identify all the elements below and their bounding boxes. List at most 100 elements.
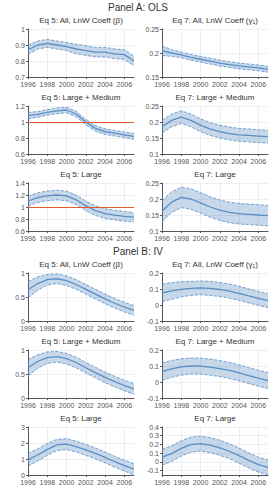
svg-text:Eq 5: Large + Medium: Eq 5: Large + Medium bbox=[42, 337, 121, 346]
svg-text:2006: 2006 bbox=[117, 479, 133, 486]
svg-text:1996: 1996 bbox=[154, 235, 170, 242]
svg-text:0.7: 0.7 bbox=[15, 74, 25, 81]
svg-text:0: 0 bbox=[21, 318, 25, 325]
svg-text:2004: 2004 bbox=[231, 81, 247, 88]
svg-text:1996: 1996 bbox=[20, 402, 36, 409]
svg-text:2006: 2006 bbox=[251, 81, 267, 88]
svg-text:2004: 2004 bbox=[231, 325, 247, 332]
svg-text:Eq 7: All, LnW Coeff (γ₁): Eq 7: All, LnW Coeff (γ₁) bbox=[172, 16, 258, 25]
svg-text:0.5: 0.5 bbox=[15, 294, 25, 301]
svg-text:2004: 2004 bbox=[231, 479, 247, 486]
svg-text:0: 0 bbox=[21, 472, 25, 479]
svg-text:2006: 2006 bbox=[251, 158, 267, 165]
svg-text:0.25: 0.25 bbox=[145, 103, 159, 110]
svg-text:2002: 2002 bbox=[212, 81, 228, 88]
svg-text:1996: 1996 bbox=[20, 325, 36, 332]
svg-text:0.9: 0.9 bbox=[15, 42, 25, 49]
svg-text:Eq 5: Large: Eq 5: Large bbox=[60, 414, 102, 423]
svg-text:0.1: 0.1 bbox=[149, 363, 159, 370]
svg-text:2002: 2002 bbox=[78, 402, 94, 409]
svg-text:0.2: 0.2 bbox=[149, 196, 159, 203]
svg-text:2002: 2002 bbox=[78, 235, 94, 242]
svg-text:2006: 2006 bbox=[251, 235, 267, 242]
svg-text:0.25: 0.25 bbox=[145, 26, 159, 33]
svg-text:2004: 2004 bbox=[97, 158, 113, 165]
svg-text:0.3: 0.3 bbox=[149, 432, 159, 439]
svg-text:0.8: 0.8 bbox=[15, 216, 25, 223]
svg-text:2004: 2004 bbox=[231, 402, 247, 409]
svg-text:0.15: 0.15 bbox=[145, 74, 159, 81]
svg-text:2004: 2004 bbox=[97, 81, 113, 88]
svg-text:2000: 2000 bbox=[193, 479, 209, 486]
svg-text:1998: 1998 bbox=[173, 479, 189, 486]
svg-text:0.2: 0.2 bbox=[149, 50, 159, 57]
svg-text:2000: 2000 bbox=[193, 325, 209, 332]
svg-text:0.15: 0.15 bbox=[145, 135, 159, 142]
svg-text:2006: 2006 bbox=[117, 81, 133, 88]
svg-text:2002: 2002 bbox=[212, 325, 228, 332]
svg-text:1.4: 1.4 bbox=[15, 180, 25, 187]
svg-text:1998: 1998 bbox=[173, 402, 189, 409]
svg-text:2002: 2002 bbox=[78, 81, 94, 88]
svg-text:1996: 1996 bbox=[20, 235, 36, 242]
svg-text:2002: 2002 bbox=[78, 325, 94, 332]
svg-text:-0.1: -0.1 bbox=[147, 395, 159, 402]
svg-text:0: 0 bbox=[21, 395, 25, 402]
svg-text:1996: 1996 bbox=[20, 81, 36, 88]
svg-text:2004: 2004 bbox=[231, 235, 247, 242]
svg-text:Panel B: IV: Panel B: IV bbox=[113, 246, 163, 257]
svg-text:0.1: 0.1 bbox=[149, 151, 159, 158]
svg-text:1996: 1996 bbox=[20, 479, 36, 486]
svg-text:1: 1 bbox=[21, 347, 25, 354]
svg-text:0.15: 0.15 bbox=[145, 212, 159, 219]
svg-text:2004: 2004 bbox=[231, 158, 247, 165]
svg-text:0.1: 0.1 bbox=[149, 228, 159, 235]
svg-text:Eq 5: Large: Eq 5: Large bbox=[60, 170, 102, 179]
svg-text:1996: 1996 bbox=[154, 402, 170, 409]
svg-text:0.5: 0.5 bbox=[15, 371, 25, 378]
svg-text:2004: 2004 bbox=[97, 402, 113, 409]
svg-text:1996: 1996 bbox=[154, 81, 170, 88]
svg-text:Eq 5: Large + Medium: Eq 5: Large + Medium bbox=[42, 93, 121, 102]
svg-text:0: 0 bbox=[155, 302, 159, 309]
svg-text:0.6: 0.6 bbox=[15, 151, 25, 158]
svg-text:Eq 5: All, LnW Coeff (β): Eq 5: All, LnW Coeff (β) bbox=[39, 260, 123, 269]
svg-text:2006: 2006 bbox=[117, 235, 133, 242]
svg-text:1998: 1998 bbox=[39, 81, 55, 88]
svg-text:2006: 2006 bbox=[117, 325, 133, 332]
svg-text:0: 0 bbox=[155, 458, 159, 465]
svg-text:2006: 2006 bbox=[117, 402, 133, 409]
svg-text:0.2: 0.2 bbox=[149, 270, 159, 277]
svg-text:0.25: 0.25 bbox=[145, 180, 159, 187]
svg-text:1998: 1998 bbox=[39, 479, 55, 486]
svg-text:2000: 2000 bbox=[59, 81, 75, 88]
svg-text:2006: 2006 bbox=[251, 479, 267, 486]
svg-text:2002: 2002 bbox=[78, 158, 94, 165]
svg-text:1.2: 1.2 bbox=[15, 103, 25, 110]
svg-text:2004: 2004 bbox=[97, 479, 113, 486]
svg-text:3: 3 bbox=[21, 424, 25, 431]
svg-text:2000: 2000 bbox=[59, 402, 75, 409]
svg-text:1: 1 bbox=[21, 270, 25, 277]
svg-text:2002: 2002 bbox=[212, 158, 228, 165]
svg-text:2006: 2006 bbox=[251, 325, 267, 332]
svg-text:2000: 2000 bbox=[59, 479, 75, 486]
svg-text:-0.1: -0.1 bbox=[147, 467, 159, 474]
svg-text:1998: 1998 bbox=[39, 402, 55, 409]
svg-text:2000: 2000 bbox=[59, 235, 75, 242]
svg-text:1998: 1998 bbox=[39, 235, 55, 242]
svg-text:1998: 1998 bbox=[39, 158, 55, 165]
svg-text:1998: 1998 bbox=[173, 158, 189, 165]
svg-text:0.8: 0.8 bbox=[15, 58, 25, 65]
svg-text:1998: 1998 bbox=[173, 235, 189, 242]
svg-text:2: 2 bbox=[21, 440, 25, 447]
svg-text:1: 1 bbox=[21, 119, 25, 126]
svg-text:1996: 1996 bbox=[154, 158, 170, 165]
svg-text:2006: 2006 bbox=[251, 402, 267, 409]
svg-text:1996: 1996 bbox=[154, 325, 170, 332]
svg-text:2002: 2002 bbox=[212, 402, 228, 409]
svg-text:0.6: 0.6 bbox=[15, 228, 25, 235]
svg-text:0.1: 0.1 bbox=[149, 286, 159, 293]
svg-text:2002: 2002 bbox=[78, 479, 94, 486]
svg-text:Eq 5: All, LnW Coeff (β): Eq 5: All, LnW Coeff (β) bbox=[39, 16, 123, 25]
